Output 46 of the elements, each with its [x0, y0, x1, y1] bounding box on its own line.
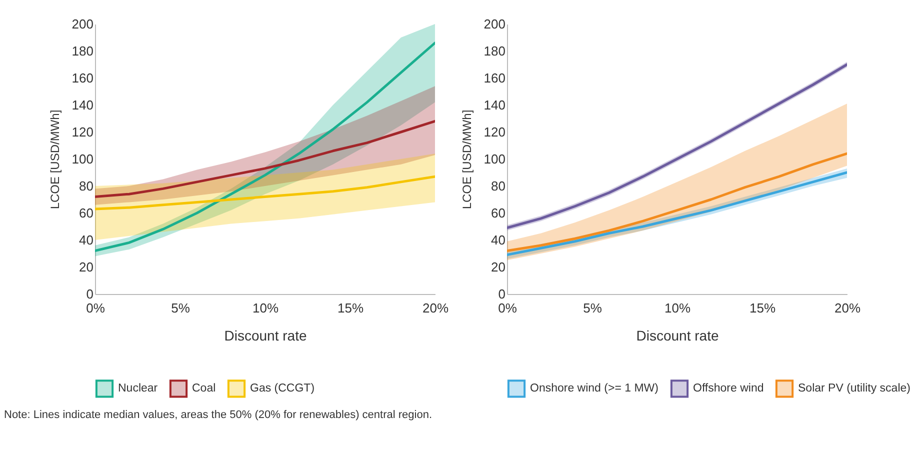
y-tick-label: 60: [491, 206, 506, 220]
legend-label: Offshore wind: [693, 382, 764, 395]
y-tick-label: 20: [79, 260, 94, 274]
text: Note: Lines indicate median values, areas the 50% (20% for renewables) central region.: [3, 408, 434, 421]
x-tick-label: 20%: [422, 300, 449, 316]
x-tick-label: 10%: [664, 300, 691, 316]
y-tick-label: 80: [491, 178, 506, 194]
y-tick-label: 140: [484, 98, 506, 112]
y-tick-label: 80: [79, 178, 94, 194]
line-series: [95, 175, 435, 210]
x-tick-label: 5%: [583, 300, 602, 316]
x-tick-label: 20%: [834, 300, 861, 316]
y-tick-label: 40: [79, 232, 94, 248]
x-tick-label: 10%: [252, 300, 279, 316]
y-tick-label: 180: [484, 44, 506, 58]
y-tick-label: 40: [491, 232, 506, 248]
legend-label: Solar PV (utility scale): [798, 382, 911, 395]
line-series: [95, 120, 435, 198]
y-tick-label: 60: [79, 206, 94, 220]
legend-label: Coal: [192, 382, 216, 395]
y-tick-label: 0: [86, 286, 94, 302]
x-tick-label: 0%: [498, 300, 518, 316]
legend-label: Gas (CCGT): [250, 382, 315, 395]
y-axis-title: LCOE [USD/MWh]: [460, 110, 474, 210]
y-tick-label: 140: [72, 98, 94, 112]
x-axis-title: Discount rate: [224, 328, 307, 344]
y-tick-label: 100: [484, 152, 506, 166]
legend-label: Onshore wind (>= 1 MW): [530, 382, 659, 395]
y-tick-label: 120: [484, 124, 506, 140]
x-tick-label: 5%: [171, 300, 190, 316]
y-tick-label: 200: [72, 16, 94, 32]
y-tick-label: 100: [72, 152, 94, 166]
x-axis-title: Discount rate: [636, 328, 719, 344]
y-tick-label: 160: [484, 70, 506, 86]
y-tick-label: 20: [491, 260, 506, 274]
y-axis-title: LCOE [USD/MWh]: [48, 110, 62, 210]
legend-label: Nuclear: [118, 382, 158, 395]
x-tick-label: 0%: [86, 300, 106, 316]
y-tick-label: 0: [498, 286, 506, 302]
x-tick-label: 15%: [749, 300, 776, 316]
line-series: [507, 152, 847, 252]
y-tick-label: 200: [484, 16, 506, 32]
y-tick-label: 160: [72, 70, 94, 86]
y-tick-label: 120: [72, 124, 94, 140]
x-tick-label: 15%: [337, 300, 364, 316]
y-tick-label: 180: [72, 44, 94, 58]
